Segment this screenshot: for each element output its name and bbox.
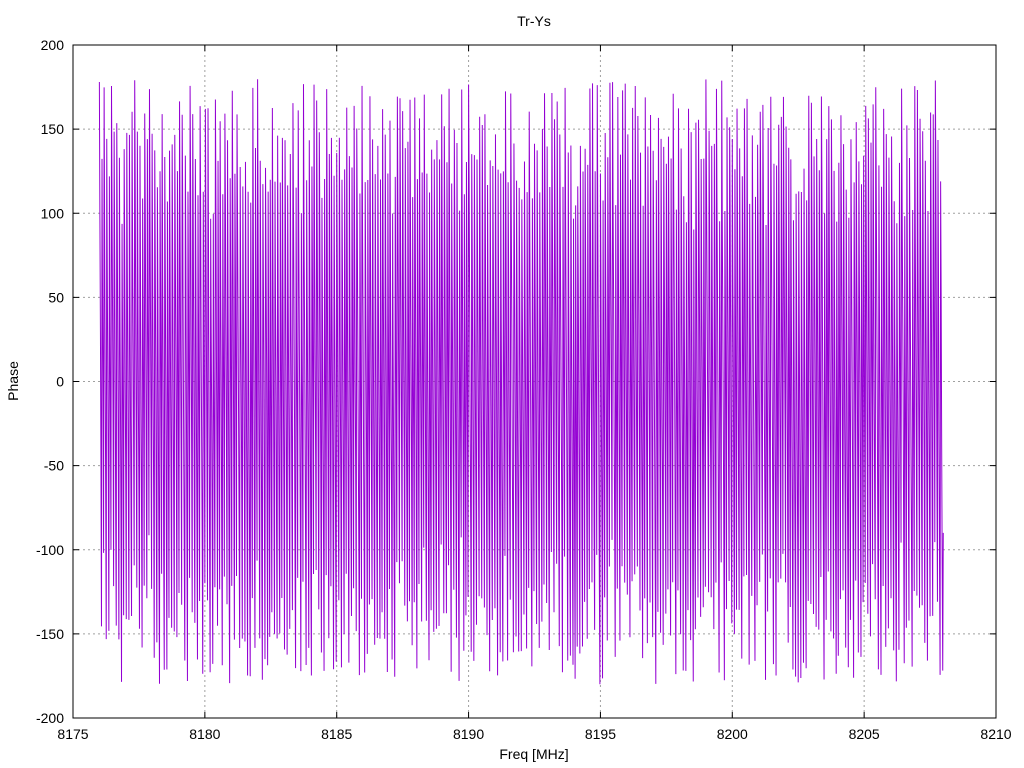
phase-series-path (98, 79, 944, 685)
y-tick-label: 200 (41, 37, 65, 53)
y-tick-label: -200 (36, 710, 64, 726)
x-axis-label: Freq [MHz] (499, 746, 568, 762)
y-axis-label: Phase (5, 361, 21, 401)
x-tick-label: 8210 (980, 726, 1011, 742)
y-tick-label: 100 (41, 205, 65, 221)
y-tick-labels: 200 150 100 50 0 -50 -100 -150 -200 (36, 37, 64, 726)
y-tick-label: -150 (36, 626, 64, 642)
x-tick-labels: 8175 8180 8185 8190 8195 8200 8205 8210 (57, 726, 1011, 742)
y-tick-label: -100 (36, 542, 64, 558)
axis-ticks (72, 44, 997, 719)
x-tick-label: 8205 (849, 726, 880, 742)
x-tick-label: 8195 (585, 726, 616, 742)
series-line (98, 79, 944, 685)
x-tick-label: 8200 (717, 726, 748, 742)
y-tick-label: 0 (56, 374, 64, 390)
x-tick-label: 8190 (453, 726, 484, 742)
y-tick-label: 50 (48, 289, 64, 305)
x-tick-label: 8175 (57, 726, 88, 742)
x-tick-label: 8180 (189, 726, 220, 742)
x-tick-label: 8185 (321, 726, 352, 742)
chart-title: Tr-Ys (517, 13, 551, 29)
y-tick-label: -50 (44, 458, 64, 474)
y-tick-label: 150 (41, 121, 65, 137)
